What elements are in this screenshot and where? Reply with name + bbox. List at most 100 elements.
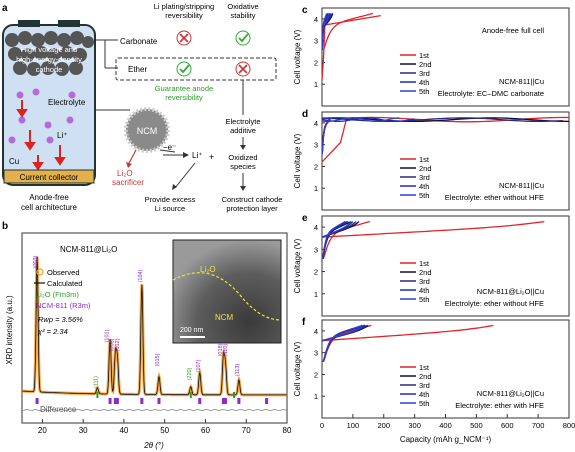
xtick-label: 700 [532, 421, 545, 430]
peak-label: (018) [218, 343, 224, 356]
panel-e-annotation: NCM-811@Li₂O||Cu [477, 287, 544, 296]
legend-label: 4th [419, 390, 429, 399]
panel-c-frame [321, 7, 570, 107]
capacity-xlabel: Capacity (mAh g_NCM⁻¹) [400, 435, 492, 444]
xrd-title: NCM-811@Li₂O [60, 245, 117, 254]
panel-d-frame [321, 111, 570, 211]
legend-label: 1st [419, 155, 430, 164]
panel-f-series-1st-charge [321, 324, 494, 342]
row-ether: Ether [128, 65, 147, 74]
panel-d-label: d [302, 109, 308, 120]
construct-2: protection layer [226, 204, 278, 213]
peak-label: (110) [223, 344, 229, 357]
xtick-label: 0 [320, 421, 324, 430]
xtick-label: 100 [347, 421, 360, 430]
check-icon [235, 30, 251, 46]
ytick-label: 2 [314, 58, 318, 67]
legend-observed: Observed [47, 268, 80, 277]
panel-c-annotation: NCM-811||Cu [499, 77, 544, 86]
panel-c-series-1st-discharge [322, 12, 374, 51]
calculated-pattern [22, 256, 287, 396]
panel-e-series-1st-charge [321, 220, 545, 238]
panel-f-label: f [302, 317, 306, 328]
xrd-xtick-label: 40 [119, 426, 128, 435]
ncm-bragg-tick [140, 398, 144, 404]
ncm-label: NCM [137, 126, 158, 136]
legend-label: 3rd [419, 277, 430, 286]
electron-label: −e⁻ [163, 143, 176, 152]
legend-label: 2nd [419, 164, 432, 173]
electrolyte-label: Electrolyte [48, 98, 86, 107]
ncm-particle: NCM [124, 107, 170, 153]
panel-e-label: e [302, 213, 308, 224]
panel-f-series-5th-charge [321, 324, 365, 342]
legend-label: 2nd [419, 372, 432, 381]
panel-e-series-5th-charge [321, 221, 352, 238]
inset-ncm-label: NCM [215, 313, 234, 322]
additive-2: additive [230, 126, 256, 135]
xrd-xtick-label: 30 [79, 426, 88, 435]
xrd-plot: (003) (101)(006) (012) (104) (015) (220)(107)… [21, 255, 288, 412]
panel-d-annotation: Electrolyte: ether without HFE [445, 193, 544, 202]
inset-li2o-label: Li₂O [200, 265, 216, 274]
legend-li2o: Li₂O (Fm3m) [36, 290, 79, 299]
li-plus-2-label: Li⁺ [192, 151, 202, 160]
cross-icon [235, 61, 251, 77]
panel-d-ylabel: Cell voltage (V) [293, 133, 302, 188]
xrd-xtick-label: 80 [283, 426, 292, 435]
xrd-frame [21, 232, 288, 424]
legend-label: 5th [419, 399, 429, 408]
li-ions [8, 88, 76, 144]
ytick-label: 4 [314, 15, 318, 24]
ytick-label: 3 [314, 245, 318, 254]
caption-line-2: cell architecture [21, 203, 78, 212]
panel-e-ylabel: Cell voltage (V) [293, 238, 302, 293]
check-icon [176, 61, 192, 77]
xtick-label: 500 [470, 421, 483, 430]
header-oxidative-2: stability [230, 11, 255, 20]
ytick-label: 2 [314, 370, 318, 379]
panel-d-annotation: NCM-811||Cu [499, 181, 544, 190]
ncm-bragg-tick [35, 398, 39, 404]
oxidized-2: species [230, 162, 256, 171]
ytick-label: 1 [314, 392, 318, 401]
ncm-bragg-tick [265, 398, 269, 404]
peak-label: (111) [93, 376, 99, 388]
ncm-bragg-tick [223, 398, 227, 404]
difference-label: Difference [40, 405, 77, 414]
construct-1: Construct cathode [222, 195, 283, 204]
xtick-label: 800 [563, 421, 575, 430]
connector-lines [95, 39, 130, 111]
xtick-label: 400 [439, 421, 452, 430]
header-li-plating-1: Li plating/stripping [154, 2, 214, 11]
legend-label: 5th [419, 295, 429, 304]
plus-label: + [209, 152, 214, 162]
xrd-xticks: 20 30 40 50 60 70 80 [38, 419, 292, 435]
ncm-bragg-tick [115, 398, 119, 404]
xrd-xlabel: 2θ (°) [143, 441, 164, 450]
tem-inset: Li₂O NCM 200 nm [172, 239, 282, 344]
ytick-label: 4 [314, 327, 318, 336]
rwp-stat: Rwp = 3.56% [38, 315, 83, 324]
panel-c-annotation: Electrolyte: EC–DMC carbonate [438, 89, 544, 98]
scale-bar-label: 200 nm [180, 327, 204, 334]
header-oxidative-1: Oxidative [227, 2, 258, 11]
guarantee-text-2: reversibility [165, 93, 203, 102]
panel-e-series-5th-discharge [322, 221, 346, 259]
xrd-ylabel: XRD intensity (a.u.) [5, 295, 14, 365]
ytick-label: 1 [314, 184, 318, 193]
cathode-particles [5, 31, 94, 76]
peak-label: (006) [109, 338, 115, 351]
li2o-sacrificer-2: sacrificer [112, 178, 144, 187]
xtick-label: 200 [377, 421, 390, 430]
legend-label: 4th [419, 182, 429, 191]
legend-label: 5th [419, 87, 429, 96]
panel-c-annotation: Anode-free full cell [482, 26, 544, 35]
peak-label: (012) [115, 338, 121, 351]
peak-label: (003) [33, 255, 39, 268]
caption-line-1: Anode-free [29, 193, 69, 202]
panel-d-series-3rd-charge [321, 117, 563, 123]
peak-label: (104) [138, 269, 144, 282]
peak-label: (220) [187, 367, 193, 380]
